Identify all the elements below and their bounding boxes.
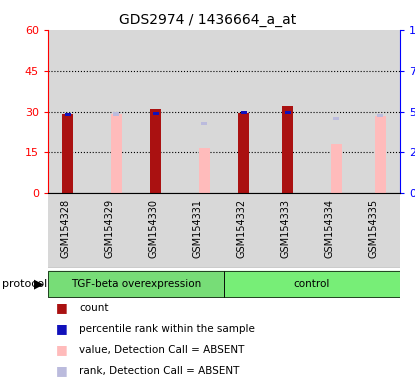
Bar: [331, 144, 342, 193]
Bar: [136, 193, 180, 268]
Text: protocol: protocol: [2, 279, 47, 289]
Bar: [111, 114, 122, 193]
Text: count: count: [79, 303, 109, 313]
Text: ■: ■: [56, 364, 68, 377]
Text: ■: ■: [56, 322, 68, 335]
Text: value, Detection Call = ABSENT: value, Detection Call = ABSENT: [79, 345, 244, 355]
Bar: [65, 113, 71, 116]
Bar: [224, 193, 268, 268]
Bar: [48, 30, 92, 193]
Bar: [241, 111, 247, 114]
Text: TGF-beta overexpression: TGF-beta overexpression: [71, 279, 201, 289]
Text: ■: ■: [56, 301, 68, 314]
Text: GSM154334: GSM154334: [324, 199, 334, 258]
Text: GSM154333: GSM154333: [280, 199, 290, 258]
Bar: [268, 30, 312, 193]
Bar: [180, 30, 224, 193]
Bar: [375, 116, 386, 193]
Bar: [356, 30, 400, 193]
Bar: [48, 271, 224, 298]
Text: rank, Detection Call = ABSENT: rank, Detection Call = ABSENT: [79, 366, 239, 376]
Bar: [48, 193, 92, 268]
Text: ■: ■: [56, 343, 68, 356]
Bar: [282, 106, 293, 193]
Text: GDS2974 / 1436664_a_at: GDS2974 / 1436664_a_at: [119, 13, 296, 27]
Bar: [153, 111, 159, 115]
Bar: [113, 112, 119, 116]
Bar: [199, 148, 210, 193]
Bar: [48, 271, 224, 298]
Text: percentile rank within the sample: percentile rank within the sample: [79, 324, 255, 334]
Text: GSM154329: GSM154329: [104, 199, 114, 258]
Bar: [62, 114, 73, 193]
Bar: [92, 193, 136, 268]
Bar: [224, 271, 400, 298]
Bar: [356, 193, 400, 268]
Bar: [238, 113, 249, 193]
Bar: [150, 109, 161, 193]
Text: GSM154335: GSM154335: [368, 199, 378, 258]
Bar: [285, 111, 291, 114]
Bar: [136, 30, 180, 193]
Text: ▶: ▶: [34, 278, 44, 291]
Text: GSM154331: GSM154331: [192, 199, 202, 258]
Bar: [333, 117, 339, 121]
Bar: [92, 30, 136, 193]
Text: GSM154328: GSM154328: [60, 199, 70, 258]
Bar: [180, 193, 224, 268]
Bar: [268, 193, 312, 268]
Bar: [312, 193, 356, 268]
Text: control: control: [294, 279, 330, 289]
Bar: [201, 122, 207, 125]
Bar: [377, 114, 383, 117]
Text: GSM154332: GSM154332: [236, 199, 246, 258]
Bar: [312, 30, 356, 193]
Bar: [224, 271, 400, 298]
Bar: [224, 30, 268, 193]
Text: GSM154330: GSM154330: [148, 199, 158, 258]
